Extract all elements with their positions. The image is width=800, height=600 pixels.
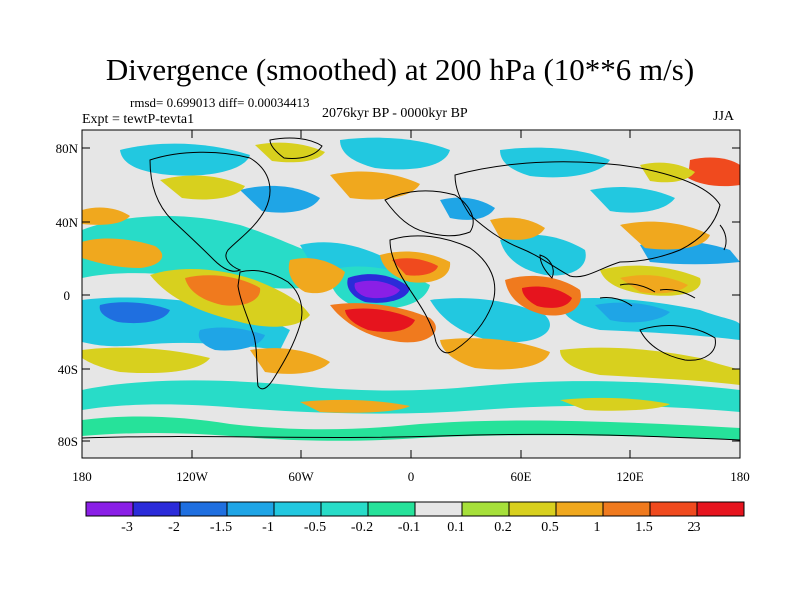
colorbar-box xyxy=(555,501,604,517)
red-patch-west-africa xyxy=(392,258,438,276)
colorbar-label: -0.1 xyxy=(397,520,421,535)
colorbar-box xyxy=(649,501,698,517)
colorbar-box xyxy=(179,501,228,517)
plot-title: Divergence (smoothed) at 200 hPa (10**6 … xyxy=(105,52,695,87)
orange-patch-amazon xyxy=(288,258,345,294)
japan-coastline xyxy=(719,224,727,251)
cyan-band-arctic-atlantic xyxy=(340,137,450,170)
colorbar-box xyxy=(132,501,181,517)
colorbar-label: -1 xyxy=(262,520,274,535)
australia-coastline xyxy=(639,325,716,361)
colorbar-box xyxy=(461,501,510,517)
axis-ticks xyxy=(81,130,741,458)
blue-patch-south-pacific xyxy=(99,302,170,324)
orange-patch-north-atlantic xyxy=(330,171,420,200)
yellow-band-indian-ocean-south xyxy=(560,347,740,385)
divergence-field xyxy=(82,130,740,458)
rmsd-diff-stats: rmsd= 0.699013 diff= 0.00034413 xyxy=(130,95,310,110)
red-core-horn-of-africa xyxy=(522,286,572,308)
africa-coastline xyxy=(389,235,496,354)
red-patch-northeast-asia xyxy=(688,157,740,187)
red-core-south-atlantic xyxy=(345,308,415,332)
orange-patch-south-america-south xyxy=(250,348,330,374)
lat-label-80n: 80N xyxy=(55,141,78,156)
lon-label-120e: 120E xyxy=(616,469,644,484)
colorbar-box xyxy=(85,501,134,517)
colorbar-label: 0.5 xyxy=(541,520,559,535)
colorbar-box xyxy=(508,501,557,517)
lat-label-40n: 40N xyxy=(55,215,78,230)
blue-patch-europe xyxy=(440,197,495,220)
yellow-patch-siberia-east xyxy=(640,162,695,183)
europe-coastline xyxy=(384,190,474,237)
lon-label-60e: 60E xyxy=(510,469,532,484)
cyan-band-central-asia xyxy=(590,186,675,213)
orange-patch-maritime-continent xyxy=(620,275,688,294)
lon-label-0: 0 xyxy=(407,469,415,484)
india-coastline xyxy=(539,254,554,279)
cyan-band-arabian-sea xyxy=(500,234,586,276)
asia-coastline xyxy=(454,161,721,278)
south-america-coastline xyxy=(237,269,303,390)
colorbar-box xyxy=(367,501,416,517)
season-label: JJA xyxy=(713,109,735,124)
colorbar-box xyxy=(696,501,745,517)
colorbar-label: -3 xyxy=(121,520,133,535)
lon-label-120w: 120W xyxy=(176,469,208,484)
colorbar-box xyxy=(273,501,322,517)
lat-label-80s: 80S xyxy=(57,434,78,449)
yellow-patch-southern-ocean-east xyxy=(560,397,670,411)
colorbar-label: 0.2 xyxy=(494,520,512,535)
lon-label-60w: 60W xyxy=(288,469,314,484)
cyan-band-arctic-americas xyxy=(120,143,250,176)
orange-band-southern-africa xyxy=(440,338,550,370)
colorbar-label: -0.2 xyxy=(350,520,374,535)
orange-patch-east-asia xyxy=(620,221,710,250)
colorbar-box xyxy=(602,501,651,517)
cyan-band-siberia xyxy=(500,147,610,178)
yellow-patch-north-pacific xyxy=(160,175,245,200)
cyan-band-africa-south xyxy=(430,298,550,343)
blue-patch-north-america xyxy=(240,185,320,213)
orange-patch-aleutian xyxy=(82,207,130,225)
indonesia-coastline xyxy=(599,283,696,307)
orange-patch-southern-ocean xyxy=(300,399,410,413)
colorbar-label: -1.5 xyxy=(209,520,233,535)
colorbar-label: -0.5 xyxy=(303,520,327,535)
period-label: 2076kyr BP - 0000kyr BP xyxy=(322,106,468,121)
lat-label-equator: 0 xyxy=(63,288,71,303)
colorbar-label: 1 xyxy=(593,520,601,535)
lat-label-40s: 40S xyxy=(57,362,78,377)
colorbar-box xyxy=(414,501,463,517)
blue-patch-indian-ocean xyxy=(595,302,670,323)
experiment-label: Expt = tewtP-tevta1 xyxy=(82,112,195,127)
coastlines xyxy=(82,137,740,441)
orange-patch-pacific-north xyxy=(82,238,163,268)
colorbar-label: 3 xyxy=(693,520,701,535)
yellow-band-south-pacific xyxy=(82,347,210,374)
colorbar-box xyxy=(226,501,275,517)
colorbar-label: -2 xyxy=(168,520,180,535)
purple-core-equatorial-atlantic xyxy=(354,280,400,299)
orange-patch-middle-east xyxy=(490,217,545,240)
colorbar-box xyxy=(320,501,369,517)
antarctica-coastline xyxy=(82,433,740,441)
greenland-coastline xyxy=(269,137,323,159)
lon-label-180-east: 180 xyxy=(730,469,750,484)
blue-patch-south-america-west xyxy=(198,327,265,351)
north-america-coastline xyxy=(149,151,271,272)
colorbar-label: 2 xyxy=(687,520,695,535)
colorbar xyxy=(85,501,745,517)
positive-regions xyxy=(82,142,740,413)
lon-label-180-west: 180 xyxy=(72,469,92,484)
colorbar-label: 0.1 xyxy=(447,520,465,535)
colorbar-label: 1.5 xyxy=(635,520,653,535)
